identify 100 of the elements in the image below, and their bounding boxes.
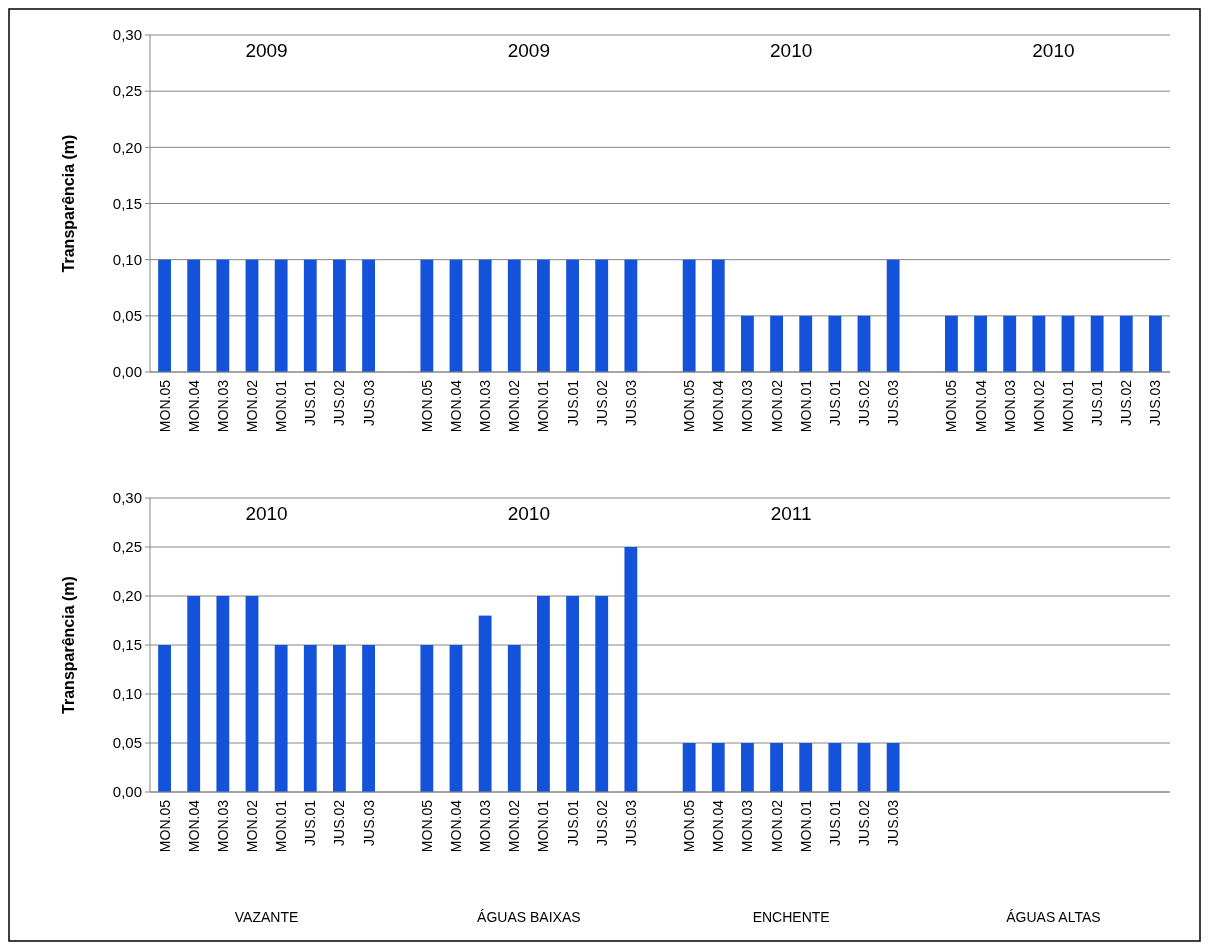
annotation: 2011 xyxy=(770,503,812,524)
x-tick-label: JUS.01 xyxy=(564,379,581,426)
bar xyxy=(507,645,521,792)
x-tick-label: MON.04 xyxy=(710,379,727,433)
x-tick-label: MON.05 xyxy=(681,799,698,853)
bar xyxy=(158,645,171,792)
x-tick-label: MON.03 xyxy=(739,379,756,433)
x-tick-label: JUS.03 xyxy=(885,799,902,846)
x-tick-label: MON.02 xyxy=(1030,379,1047,433)
x-tick-label: MON.03 xyxy=(477,799,494,853)
y-axis-title: Transparência (m) xyxy=(60,134,77,273)
annotation: 2010 xyxy=(245,503,288,524)
bar xyxy=(333,645,346,792)
x-tick-label: MON.04 xyxy=(185,799,202,853)
x-tick-label: MON.01 xyxy=(273,799,290,853)
bar xyxy=(799,743,813,792)
y-tick-label: 0,25 xyxy=(112,538,142,556)
x-tick-label: MON.05 xyxy=(418,379,435,433)
x-tick-label: JUS.02 xyxy=(1118,379,1135,426)
x-tick-label: MON.01 xyxy=(1060,379,1076,433)
x-tick-label: JUS.01 xyxy=(302,799,319,846)
x-tick-label: MON.03 xyxy=(214,799,231,853)
x-tick-label: JUS.01 xyxy=(826,799,843,846)
bar xyxy=(245,596,259,792)
x-tick-label: MON.04 xyxy=(972,379,989,433)
y-axis-title: Transparência (m) xyxy=(60,576,77,714)
x-tick-label: MON.03 xyxy=(477,379,494,433)
bar xyxy=(624,547,638,792)
y-tick-label: 0,25 xyxy=(112,82,142,100)
text: ENCHENTE xyxy=(752,909,830,925)
x-tick-label: MON.01 xyxy=(535,379,552,433)
x-tick-label: MON.02 xyxy=(244,379,260,433)
x-tick-label: MON.05 xyxy=(418,799,435,853)
y-tick-label: 0,05 xyxy=(112,734,142,752)
x-tick-label: JUS.03 xyxy=(622,379,639,426)
y-tick-label: 0,20 xyxy=(112,138,142,156)
y-tick-label: 0,00 xyxy=(112,783,142,801)
x-tick-label: MON.01 xyxy=(535,799,552,853)
y-tick-label: 0,15 xyxy=(112,194,142,212)
y-tick-label: 0,30 xyxy=(112,489,142,507)
bar xyxy=(216,596,230,792)
x-tick-label: MON.02 xyxy=(506,799,523,853)
x-tick-label: MON.04 xyxy=(185,379,202,433)
bar xyxy=(711,743,725,792)
x-tick-label: JUS.01 xyxy=(826,379,843,426)
y-tick-label: 0,05 xyxy=(112,307,142,325)
x-tick-label: JUS.01 xyxy=(564,799,581,846)
bar xyxy=(566,596,579,792)
y-tick-label: 0,15 xyxy=(112,636,142,654)
x-tick-label: MON.02 xyxy=(244,799,260,853)
bar xyxy=(449,645,463,792)
x-tick-label: MON.05 xyxy=(943,379,960,433)
bar xyxy=(187,596,201,792)
y-tick-label: 0,00 xyxy=(112,363,142,381)
x-tick-label: JUS.02 xyxy=(331,799,348,846)
annotation: 2009 xyxy=(507,40,550,61)
bar xyxy=(303,645,317,792)
y-tick-label: 0,30 xyxy=(112,26,142,44)
x-tick-label: MON.05 xyxy=(681,379,698,433)
bar xyxy=(362,645,375,792)
text: VAZANTE xyxy=(234,909,299,925)
x-tick-label: JUS.03 xyxy=(885,379,902,426)
x-tick-label: MON.03 xyxy=(1001,379,1018,433)
x-tick-label: JUS.01 xyxy=(1089,379,1106,426)
x-tick-label: JUS.03 xyxy=(360,799,377,846)
x-tick-label: JUS.02 xyxy=(593,379,610,426)
bar xyxy=(478,615,492,792)
text: ÁGUAS BAIXAS xyxy=(477,909,581,925)
x-tick-label: MON.04 xyxy=(448,799,464,853)
x-tick-label: JUS.01 xyxy=(302,379,319,426)
y-tick-label: 0,10 xyxy=(112,685,142,703)
bar xyxy=(770,743,783,792)
x-tick-label: MON.02 xyxy=(506,379,523,433)
x-tick-label: MON.04 xyxy=(710,799,727,853)
bar xyxy=(682,743,696,792)
x-tick-label: JUS.02 xyxy=(331,379,348,426)
y-tick-label: 0,10 xyxy=(112,250,142,268)
x-tick-label: MON.03 xyxy=(214,379,231,433)
x-tick-label: MON.01 xyxy=(797,379,814,433)
bar xyxy=(828,743,842,792)
x-tick-label: JUS.02 xyxy=(593,799,610,846)
bar xyxy=(537,596,550,792)
x-tick-label: MON.02 xyxy=(768,799,785,853)
bar xyxy=(274,645,288,792)
x-tick-label: JUS.03 xyxy=(622,799,639,846)
x-tick-label: MON.01 xyxy=(273,379,290,433)
y-tick-label: 0,20 xyxy=(112,587,142,605)
bar xyxy=(857,743,871,792)
x-tick-label: MON.02 xyxy=(768,379,785,433)
text: ÁGUAS ALTAS xyxy=(1006,909,1101,925)
bar xyxy=(420,645,434,792)
bar xyxy=(741,743,754,792)
x-tick-label: MON.01 xyxy=(797,799,814,853)
x-tick-label: JUS.03 xyxy=(1147,379,1164,426)
annotation: 2009 xyxy=(245,40,288,61)
x-tick-label: JUS.02 xyxy=(856,799,872,846)
bar xyxy=(595,596,609,792)
x-tick-label: MON.05 xyxy=(156,799,173,853)
annotation: 2010 xyxy=(1032,40,1075,61)
x-tick-label: MON.03 xyxy=(739,799,756,853)
